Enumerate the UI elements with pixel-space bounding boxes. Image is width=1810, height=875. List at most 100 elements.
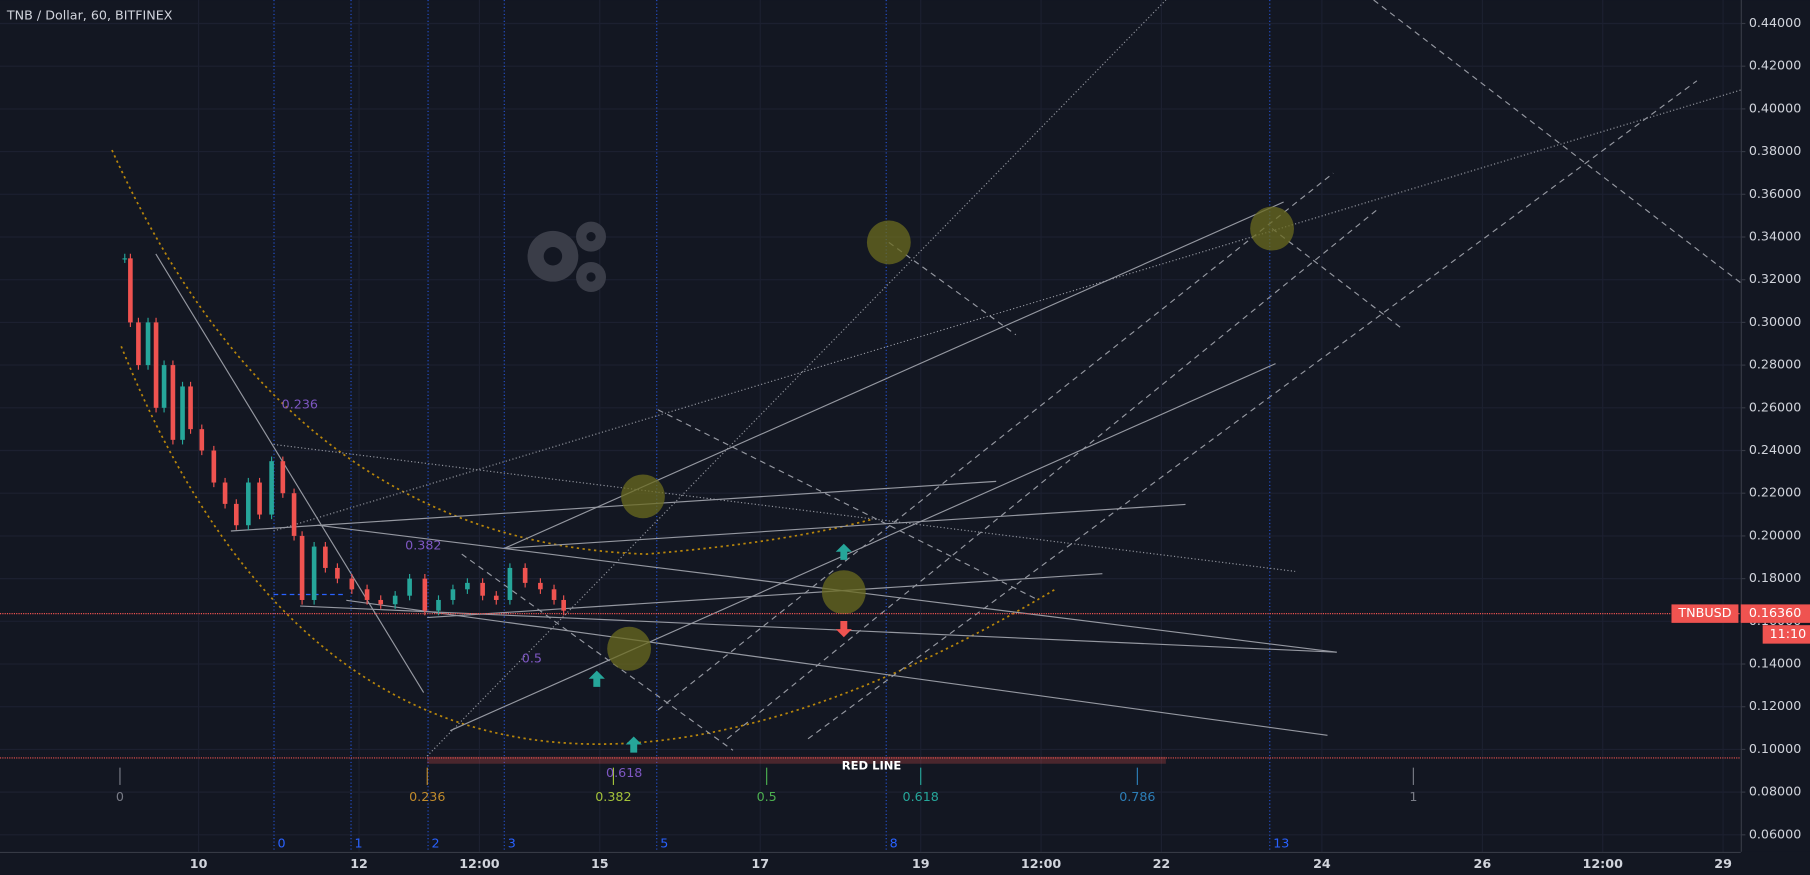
y-tick-label: 0.32000 [1749,271,1801,286]
candle [561,599,566,611]
candle [335,567,340,579]
candle [280,461,286,494]
marker-circle [866,220,911,265]
chart-title: TNB / Dollar, 60, BITFINEX [6,8,173,23]
y-tick-label: 0.22000 [1749,485,1801,500]
fib-level-label: 0.236 [282,397,318,412]
x-tick-label: 12:00 [1583,856,1624,871]
x-tick-label: 17 [751,856,769,871]
fib-level-label: 0.5 [522,651,542,666]
x-tick-label: 24 [1313,856,1331,871]
fib-time-label: 0 [116,789,124,804]
time-zone-label: 2 [432,835,440,850]
x-tick-label: 12 [350,856,368,871]
candle [222,482,228,504]
arc [111,149,872,555]
symbol-tag [1671,604,1739,623]
candle [436,599,441,611]
candle [180,386,185,440]
candle [507,567,513,600]
time-axis [0,851,1810,875]
fib-time-label: 0.382 [595,789,631,804]
candle [291,493,297,536]
marker-circle [607,626,652,671]
y-tick-label: 0.36000 [1749,186,1801,201]
drawings [111,0,1742,757]
time-zone-label: 0 [277,835,285,850]
marker-circle [821,570,866,615]
candle [161,365,167,408]
candle [422,578,428,611]
fib-time-label: 0.618 [903,789,939,804]
candle [311,546,317,600]
fib-time-label: 0.5 [757,789,777,804]
arrow-down [835,621,852,638]
trend-line [155,253,425,693]
time-zone-label: 5 [660,835,668,850]
candle [299,535,305,600]
time-zone-label: 8 [890,835,898,850]
x-tick-label: 15 [591,856,609,871]
candle [349,578,355,590]
time-zone-label: 1 [354,835,362,850]
candle [233,503,239,526]
x-tick-label: 26 [1474,856,1492,871]
y-tick-label: 0.28000 [1749,357,1801,372]
marker-circle [1250,206,1295,251]
countdown-tag [1762,625,1810,644]
channel-line [1271,228,1403,330]
time-zone-label: 13 [1273,835,1289,850]
y-tick-label: 0.30000 [1749,314,1801,329]
y-tick-label: 0.20000 [1749,527,1801,542]
candle [170,365,176,440]
symbol-label: TNBUSD [1677,605,1731,620]
arrow-up [588,670,605,687]
y-tick-label: 0.06000 [1749,826,1801,841]
gear-icon [527,221,607,293]
channel-line [888,241,1017,336]
channel-line [807,80,1698,740]
candle [145,322,151,366]
y-tick-label: 0.44000 [1749,15,1801,30]
trend-line [300,605,1337,653]
y-tick-label: 0.24000 [1749,442,1801,457]
y-tick-label: 0.10000 [1749,741,1801,756]
y-tick-label: 0.40000 [1749,100,1801,115]
price-axis [1740,0,1810,875]
channel-line [461,553,734,751]
trend-line [273,89,1741,532]
price-tag-label: 0.16360 [1749,605,1801,620]
candle [364,589,370,600]
candle [269,461,274,515]
trend-line [504,503,1186,549]
x-tick-label: 12:00 [459,856,500,871]
channel-line [1373,0,1742,284]
x-tick-label: 10 [190,856,208,871]
grid [0,0,1741,852]
x-tick-label: 19 [912,856,930,871]
candle [407,578,412,596]
candle [246,482,251,526]
candle [538,582,543,590]
y-tick-label: 0.26000 [1749,399,1801,414]
price-tag [1740,604,1810,623]
fib-time-label: 0.236 [409,789,445,804]
candle [465,582,470,590]
fib-time-label: 0.786 [1119,789,1155,804]
candle [128,258,133,323]
candle [392,595,398,605]
trend-line [346,599,1328,736]
y-tick-label: 0.18000 [1749,570,1801,585]
candle [551,589,557,600]
channel-line [726,207,1380,740]
x-tick-label: 12:00 [1021,856,1062,871]
arc [120,345,1057,745]
fib-level-label: 0.382 [405,538,441,553]
candle [136,322,141,366]
channel-line [657,409,1040,601]
arrow-up [625,736,642,753]
candle [450,589,456,600]
